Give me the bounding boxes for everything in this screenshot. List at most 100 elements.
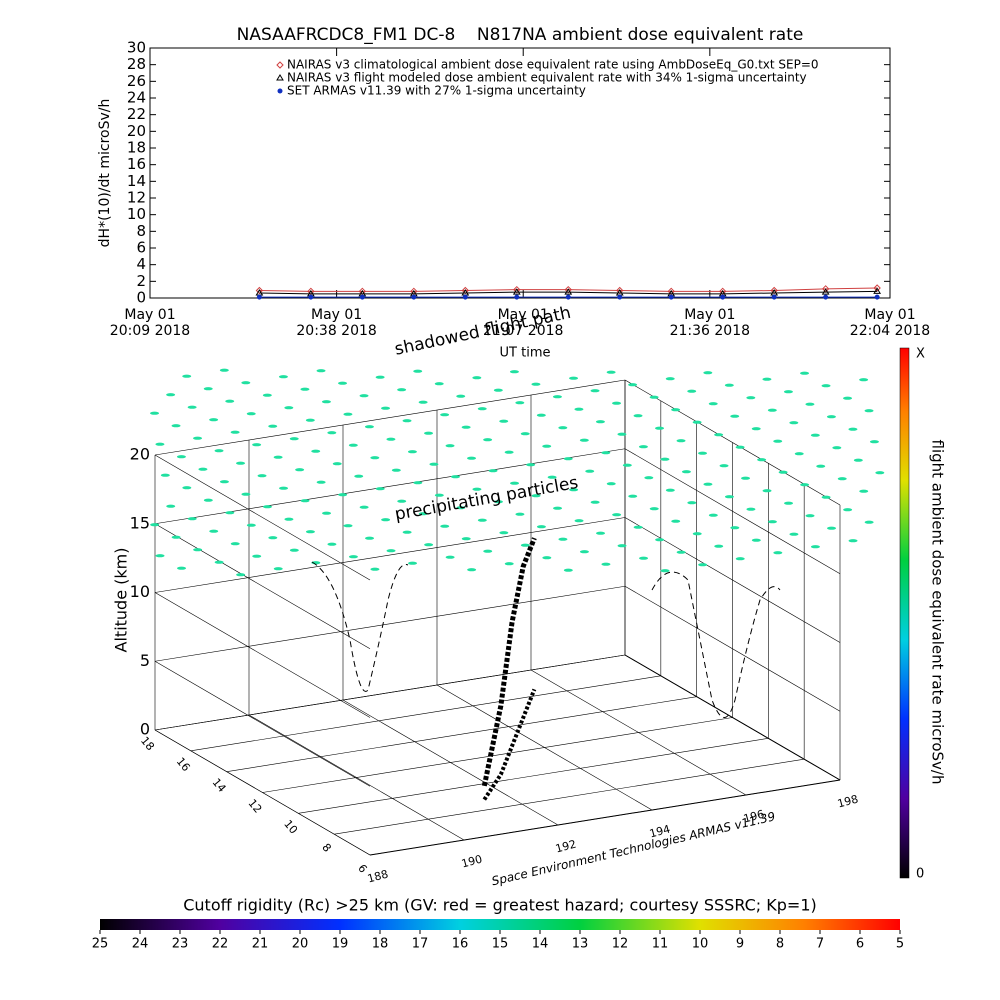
particle — [338, 381, 348, 385]
particle — [569, 488, 579, 492]
colorbar — [899, 347, 910, 879]
z-tick-label: 15 — [130, 513, 150, 532]
particle — [751, 538, 761, 542]
grid-line — [154, 448, 626, 525]
particle — [440, 524, 450, 528]
colorbar-tick-label: 23 — [172, 937, 189, 952]
particle — [746, 396, 756, 400]
particle — [655, 538, 665, 542]
particle — [826, 415, 836, 419]
plot-frame — [149, 47, 891, 299]
y-tick-label: 10 — [127, 205, 146, 223]
particle — [171, 535, 181, 539]
x-tick-label: May 01 21:07 2018 — [482, 307, 564, 339]
particle — [219, 368, 229, 372]
particle — [408, 561, 418, 565]
x-tick-label: May 01 22:04 2018 — [849, 307, 931, 339]
point — [564, 285, 572, 294]
particle — [209, 418, 219, 422]
grid-line — [154, 379, 626, 456]
particle — [531, 494, 541, 498]
particle — [354, 474, 364, 478]
particle — [606, 482, 616, 486]
particle — [332, 462, 342, 466]
colorbar-title: Cutoff rigidity (Rc) >25 km (GV: red = g… — [183, 896, 817, 915]
colorbar-tick-label: 16 — [452, 937, 469, 952]
y-tick-label: 24 — [127, 89, 146, 107]
particle — [289, 437, 299, 441]
particle — [644, 476, 654, 480]
rigidity-contour — [651, 571, 781, 718]
particle — [692, 532, 702, 536]
particle — [488, 469, 498, 473]
particle — [757, 458, 767, 462]
annotation: UT time — [500, 346, 551, 361]
particle — [859, 489, 869, 493]
legend-label: NAIRAS v3 flight modeled dose ambient eq… — [287, 71, 807, 85]
particle — [268, 424, 278, 428]
particle — [386, 437, 396, 441]
y-tick-label: 6 — [136, 239, 146, 257]
particle — [450, 475, 460, 479]
particle — [585, 469, 595, 473]
particle — [869, 440, 879, 444]
point — [823, 294, 829, 300]
particle — [735, 557, 745, 561]
particle — [805, 514, 815, 518]
particle — [590, 389, 600, 393]
particle — [827, 526, 837, 530]
annotation: Space Environment Technologies ARMAS v11… — [490, 809, 776, 888]
grid-line — [334, 758, 805, 835]
particle — [633, 414, 643, 418]
series-line — [259, 290, 878, 295]
point — [411, 294, 417, 300]
particle — [622, 463, 632, 467]
particle — [370, 567, 380, 571]
particle — [499, 419, 509, 423]
particle — [472, 376, 482, 380]
point — [771, 294, 777, 300]
particle — [499, 531, 509, 535]
lat-tick-label: 10 — [281, 817, 300, 836]
particle — [381, 518, 391, 522]
particle — [553, 506, 563, 510]
particle — [649, 507, 659, 511]
particle — [467, 456, 477, 460]
particle — [821, 384, 831, 388]
point — [874, 294, 880, 300]
y-tick-label: 14 — [127, 172, 146, 190]
y-tick-label: 0 — [136, 289, 146, 307]
particle — [193, 548, 203, 552]
particle — [434, 493, 444, 497]
particle — [595, 420, 605, 424]
particle — [714, 544, 724, 548]
particle — [365, 536, 375, 540]
colorbar-tick-label: 9 — [736, 937, 744, 952]
particle — [343, 412, 353, 416]
particle — [483, 549, 493, 553]
particle — [681, 470, 691, 474]
particle — [741, 476, 751, 480]
particle — [853, 458, 863, 462]
particle — [563, 568, 573, 572]
point — [513, 285, 521, 294]
particle — [810, 545, 820, 549]
particle — [676, 550, 686, 554]
lon-tick-label: 196 — [742, 808, 766, 826]
particle — [182, 374, 192, 378]
particle — [515, 512, 525, 516]
grid-line — [298, 738, 769, 814]
particle — [370, 456, 380, 460]
particle — [241, 492, 251, 496]
particle — [698, 563, 708, 567]
z-tick-label: 0 — [140, 720, 150, 739]
particle — [703, 371, 713, 375]
lat-tick-label: 8 — [319, 841, 333, 855]
lat-tick-label: 14 — [210, 776, 229, 795]
colorbar-tick-label: 5 — [896, 937, 904, 952]
y-tick-label: 8 — [136, 222, 146, 240]
y-tick-label: 12 — [127, 189, 146, 207]
particle — [461, 425, 471, 429]
particle — [660, 569, 670, 573]
lon-tick-label: 194 — [648, 823, 672, 841]
